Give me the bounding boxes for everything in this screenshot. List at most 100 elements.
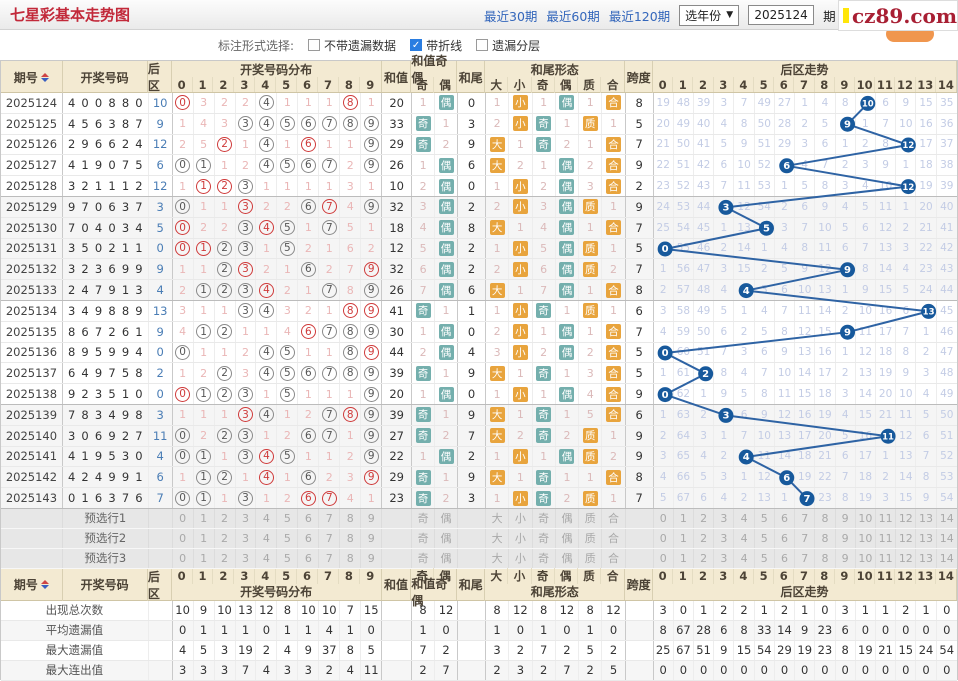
rear-trend-cell: 5: [755, 548, 775, 568]
site-logo[interactable]: cz89.com: [838, 0, 958, 31]
dist-cell: 4: [256, 528, 278, 548]
rear-trend-cell: 8: [836, 93, 856, 113]
form-badge: 奇: [415, 303, 431, 319]
parity-stat-cell: 2: [412, 660, 436, 680]
column-subheader: 4: [255, 568, 277, 584]
dist-cell: 1: [194, 446, 215, 467]
rear-trend-cell: 7: [714, 342, 735, 363]
rear-number-cell: [149, 660, 173, 680]
issue-cell: 2025130: [1, 217, 63, 238]
hit-circle-gray: 1: [196, 324, 212, 340]
hit-circle-gray: 8: [342, 365, 358, 381]
dist-cell: 3: [236, 259, 257, 280]
rear-stat-cell: 3: [836, 600, 856, 620]
dist-cell: 7: [319, 425, 341, 446]
form-badge: 小: [512, 116, 528, 132]
dist-cell: 3: [236, 528, 257, 548]
sum-cell: 30: [382, 321, 413, 342]
table-row: 2025124 4 0 0 8 8 0 10 0 3 2 2 4 1 1 1 8 1 20 1 偶 0 1 小 1 偶 1 合 8 19 4…: [1, 93, 957, 114]
column-subheader: 12: [895, 77, 916, 92]
tail-form-cell: 小: [509, 446, 533, 467]
span-cell: 6: [626, 404, 654, 425]
dist-stat-cell: 2: [319, 660, 341, 680]
column-header-issue[interactable]: 期号: [1, 568, 63, 601]
rear-trend-cell: 9: [836, 508, 856, 528]
column-subheader: 4: [255, 77, 277, 92]
dist-cell: 1: [256, 425, 278, 446]
dist-cell: 7: [319, 113, 341, 134]
column-subheader: 5: [276, 77, 298, 92]
rear-trend-cell: 11: [755, 446, 775, 467]
dist-cell: 4: [277, 321, 299, 342]
rear-trend-cell: 44: [694, 196, 715, 217]
hit-circle-gray: 9: [363, 407, 379, 423]
dist-stat-cell: 1: [277, 620, 299, 640]
hit-circle-gray: 4: [258, 95, 274, 111]
sort-icon[interactable]: [40, 580, 49, 590]
parity-stat-cell: 0: [435, 620, 459, 640]
column-subheaders-rear: 0 1 2 3 4 5 6 7 8 9 10 11 12 13 14: [653, 568, 956, 584]
column-subheader: 6: [297, 77, 318, 92]
tail-form-cell: 偶: [556, 548, 580, 568]
rear-trend-cell: 7: [836, 467, 856, 488]
dist-cell: 2: [215, 134, 236, 155]
dist-cell: 1: [173, 259, 194, 280]
dist-stat-cell: 0: [361, 620, 383, 640]
rear-trend-cell: 12: [775, 404, 796, 425]
option-checkbox-miss-layer[interactable]: 遗漏分层: [476, 37, 540, 54]
recent-30-link[interactable]: 最近30期: [484, 8, 538, 24]
column-group-label-form: 和尾形态: [530, 62, 579, 77]
dist-cell: 3: [277, 300, 299, 321]
issue-cell: 2025143: [1, 488, 63, 508]
rear-trend-cell: 17: [795, 425, 816, 446]
hit-circle-red: 2: [217, 136, 233, 152]
rear-trend-cell: 8: [896, 342, 917, 363]
column-header-nums: 开奖号码: [63, 568, 148, 601]
column-header-issue[interactable]: 期号: [1, 61, 63, 93]
rear-stat-cell: 1: [694, 600, 715, 620]
rear-trend-cell: 14: [896, 467, 917, 488]
rear-stat-cell: 1: [856, 600, 876, 620]
dist-cell: 3: [236, 446, 257, 467]
span-cell: [626, 640, 654, 660]
column-subheader: 8: [339, 568, 360, 584]
hit-circle-red: 3: [237, 261, 253, 277]
rear-trend-cell: 6: [714, 155, 735, 176]
sum-tail-cell: 2: [458, 259, 486, 280]
rear-trend-cell: 2: [896, 217, 917, 238]
dist-cell: 1: [340, 134, 362, 155]
form-badge: 偶: [438, 324, 454, 340]
rear-trend-cell: 22: [916, 238, 937, 259]
hit-circle-gray: 5: [279, 157, 295, 173]
tail-form-cell: 1: [602, 488, 626, 508]
rear-trend-cell: 12: [896, 425, 917, 446]
rear-trend-cell: 4: [734, 548, 755, 568]
recent-60-link[interactable]: 最近60期: [546, 8, 600, 24]
recent-120-link[interactable]: 最近120期: [608, 8, 671, 24]
sum-parity-cell: 2: [412, 176, 436, 196]
preselect-row: 预选行2 0 1 2 3 4 5 6 7 8 9 奇偶大小奇偶质合 0 1 2 3 4 5 6 7 8 9 10 11 12 13…: [1, 528, 957, 549]
year-select[interactable]: 选年份 ▼: [679, 4, 740, 26]
hit-circle-gray: 6: [300, 261, 316, 277]
rear-trend-cell: 8: [815, 548, 836, 568]
dist-cell: 5: [277, 217, 299, 238]
dist-stat-cell: 4: [256, 660, 278, 680]
rear-trend-cell: 52: [755, 155, 775, 176]
dist-cell: 1: [194, 259, 215, 280]
sort-icon[interactable]: [40, 72, 49, 82]
dist-stat-cell: 1: [194, 620, 215, 640]
sum-parity-cell: 偶: [435, 217, 459, 238]
dist-stat-cell: 1: [236, 620, 257, 640]
form-stat-cell: 5: [602, 660, 626, 680]
dist-cell: 4: [256, 363, 278, 384]
rear-stat-cell: 2: [734, 600, 755, 620]
issue-from-input[interactable]: [748, 5, 815, 25]
dist-cell: 5: [194, 134, 215, 155]
option-checkbox-with-line[interactable]: 带折线: [410, 37, 462, 54]
tail-form-cell: 偶: [556, 508, 580, 528]
rear-trend-cell: 21: [916, 217, 937, 238]
dist-cell: 1: [215, 300, 236, 321]
option-checkbox-no-miss-data[interactable]: 不带遗漏数据: [308, 37, 396, 54]
dist-cell: 1: [194, 548, 215, 568]
stats-row: 出现总次数 10 9 10 13 12 8 10 10 7 15 8 12 8 12 8 12 8 12 3 0 1 2 2 1…: [1, 600, 957, 621]
